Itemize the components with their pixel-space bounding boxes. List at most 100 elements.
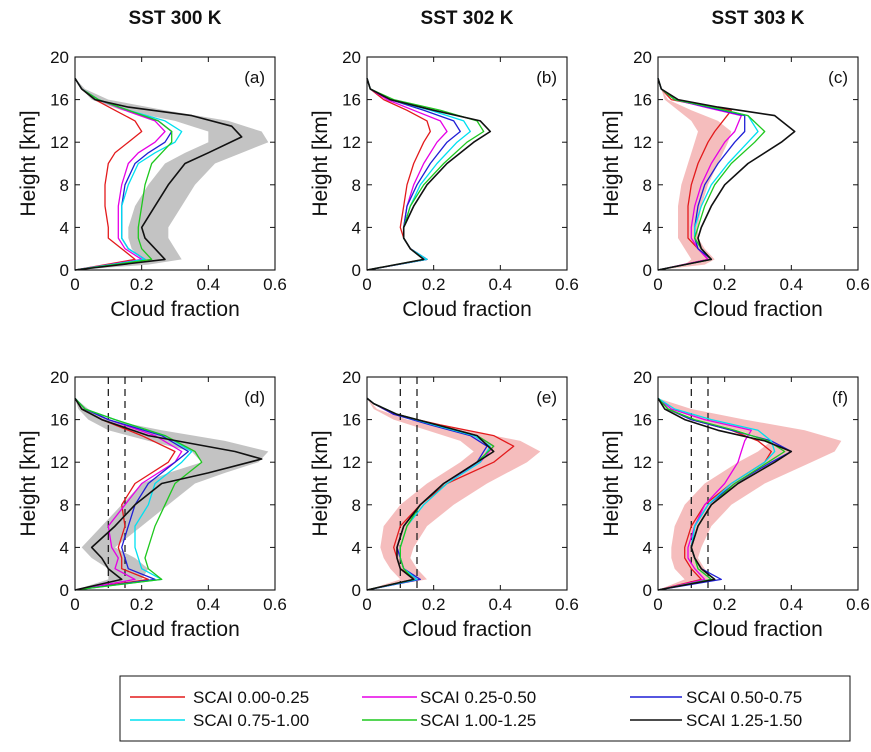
series-line-5 [657,397,786,591]
y-tick-label: 8 [643,496,652,515]
spread-band [75,78,269,270]
series-line-6 [366,78,492,271]
y-tick-label: 0 [643,261,652,280]
y-tick-label: 16 [50,411,69,430]
y-tick-label: 4 [352,538,361,557]
series-line-2 [366,78,448,271]
panel-a: SST 300 K 0 0.2 0.4 0.6 0 4 8 12 16 20 Cloud fracti… [17,8,287,321]
y-axis-label: Height [km] [600,110,623,216]
y-tick-label: 16 [342,91,361,110]
y-tick-label: 20 [50,368,69,387]
x-tick-label: 0.6 [263,595,287,614]
y-tick-label: 8 [352,176,361,195]
panel-title: SST 303 K [712,8,805,29]
y-axis-label: Height [km] [17,110,40,216]
series-line-3 [366,78,461,271]
x-tick-label: 0 [362,275,371,294]
y-tick-label: 20 [342,368,361,387]
panel-letter: (a) [244,68,265,87]
panel-b: SST 302 K 0 0.2 0.4 0.6 0 4 8 12 16 20 Cloud fracti… [309,8,579,321]
series-line-2 [657,397,752,591]
x-tick-label: 0.6 [555,275,579,294]
x-tick-label: 0.6 [555,595,579,614]
x-tick-label: 0 [70,595,79,614]
x-tick-label: 0.2 [713,595,737,614]
y-tick-label: 20 [50,48,69,67]
series-line-5 [74,397,203,591]
x-tick-label: 0.4 [489,595,513,614]
x-tick-label: 0.4 [489,275,513,294]
legend-label-4: SCAI 0.75-1.00 [193,711,309,730]
x-tick-label: 0.4 [197,595,221,614]
axes-box [366,376,568,591]
x-tick-label: 0.2 [130,595,154,614]
panel-letter: (e) [536,388,557,407]
series-line-3 [74,397,189,591]
series-line-5 [74,77,173,271]
x-axis-label: Cloud fraction [402,618,532,641]
y-axis-label: Height [km] [309,110,332,216]
panel-e: 0 0.2 0.4 0.6 0 4 8 12 16 20 Cloud fraction Height … [309,368,579,641]
y-tick-label: 4 [60,218,69,237]
panel-d: 0 0.2 0.4 0.6 0 4 8 12 16 20 Cloud fraction Height … [17,368,287,641]
axes-box [657,376,859,591]
y-tick-label: 12 [50,453,69,472]
series-line-6 [74,397,263,591]
y-tick-label: 12 [50,133,69,152]
x-axis-label: Cloud fraction [110,618,240,641]
y-tick-label: 4 [60,538,69,557]
y-tick-label: 8 [643,176,652,195]
axes-box [74,56,276,271]
axes-box [657,56,859,271]
axes-box [366,56,568,271]
y-tick-label: 12 [633,453,652,472]
series-line-6 [657,78,796,271]
legend: SCAI 0.00-0.25 SCAI 0.25-0.50 SCAI 0.50-0.… [119,675,851,742]
y-tick-label: 20 [633,368,652,387]
y-tick-label: 0 [60,581,69,600]
spread-band [367,398,541,590]
y-axis-label: Height [km] [17,430,40,536]
x-tick-label: 0.4 [197,275,221,294]
panel-letter: (b) [536,68,557,87]
panel-letter: (c) [828,68,848,87]
x-tick-label: 0.2 [422,595,446,614]
legend-label-2: SCAI 0.25-0.50 [420,688,536,707]
x-axis-label: Cloud fraction [110,298,240,321]
series-line-5 [657,78,766,271]
y-tick-label: 8 [60,176,69,195]
panel-letter: (f) [832,388,848,407]
x-tick-label: 0 [362,595,371,614]
x-tick-label: 0 [70,275,79,294]
x-axis-label: Cloud fraction [402,298,532,321]
legend-box [119,675,851,742]
y-tick-label: 0 [60,261,69,280]
y-axis-label: Height [km] [600,430,623,536]
y-tick-label: 0 [352,261,361,280]
y-tick-label: 20 [633,48,652,67]
y-tick-label: 4 [643,538,652,557]
panel-letter: (d) [244,388,265,407]
x-tick-label: 0 [653,595,662,614]
x-tick-label: 0.6 [263,275,287,294]
y-tick-label: 12 [342,133,361,152]
series-line-5 [366,78,485,271]
y-tick-label: 8 [352,496,361,515]
series-line-6 [74,77,243,271]
y-tick-label: 0 [352,581,361,600]
y-tick-label: 12 [633,133,652,152]
spread-band [75,398,269,590]
x-axis-label: Cloud fraction [693,618,823,641]
y-tick-label: 16 [50,91,69,110]
panel-f: 0 0.2 0.4 0.6 0 4 8 12 16 20 Cloud fraction Height … [600,368,870,641]
x-tick-label: 0.4 [780,595,804,614]
legend-label-5: SCAI 1.00-1.25 [420,711,536,730]
panel-title: SST 300 K [129,8,222,29]
panel-c: SST 303 K 0 0.2 0.4 0.6 0 4 8 12 16 20 Cloud fracti… [600,8,870,321]
x-tick-label: 0 [653,275,662,294]
axes-box [74,376,276,591]
x-tick-label: 0.6 [846,595,870,614]
spread-band [658,398,842,590]
series-line-6 [366,397,495,591]
